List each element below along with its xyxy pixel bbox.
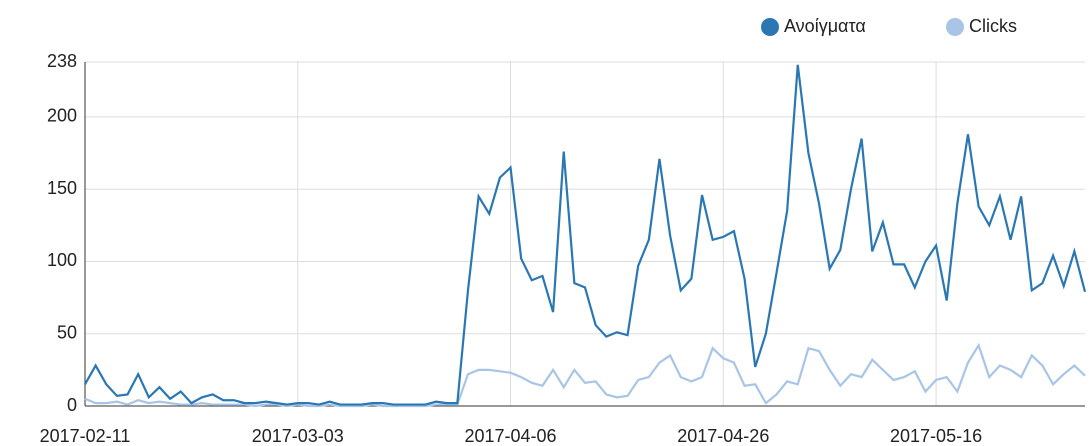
- y-tick-label: 0: [67, 395, 77, 415]
- x-tick-label: 2017-04-26: [677, 426, 769, 446]
- legend-label: Clicks: [969, 16, 1017, 36]
- y-tick-label: 238: [47, 51, 77, 71]
- y-tick-label: 50: [57, 322, 77, 342]
- y-tick-label: 100: [47, 250, 77, 270]
- x-tick-label: 2017-02-11: [40, 426, 131, 446]
- y-tick-label: 200: [47, 106, 77, 126]
- x-tick-label: 2017-04-06: [464, 426, 556, 446]
- x-tick-label: 2017-03-03: [252, 426, 344, 446]
- series-line: [84, 342, 1086, 408]
- x-tick-label: 2017-05-16: [890, 426, 982, 446]
- legend-marker: [946, 18, 964, 36]
- y-tick-label: 150: [47, 178, 77, 198]
- legend-marker: [761, 18, 779, 36]
- series-line: [84, 64, 1087, 406]
- legend-label: Ανοίγματα: [784, 16, 866, 36]
